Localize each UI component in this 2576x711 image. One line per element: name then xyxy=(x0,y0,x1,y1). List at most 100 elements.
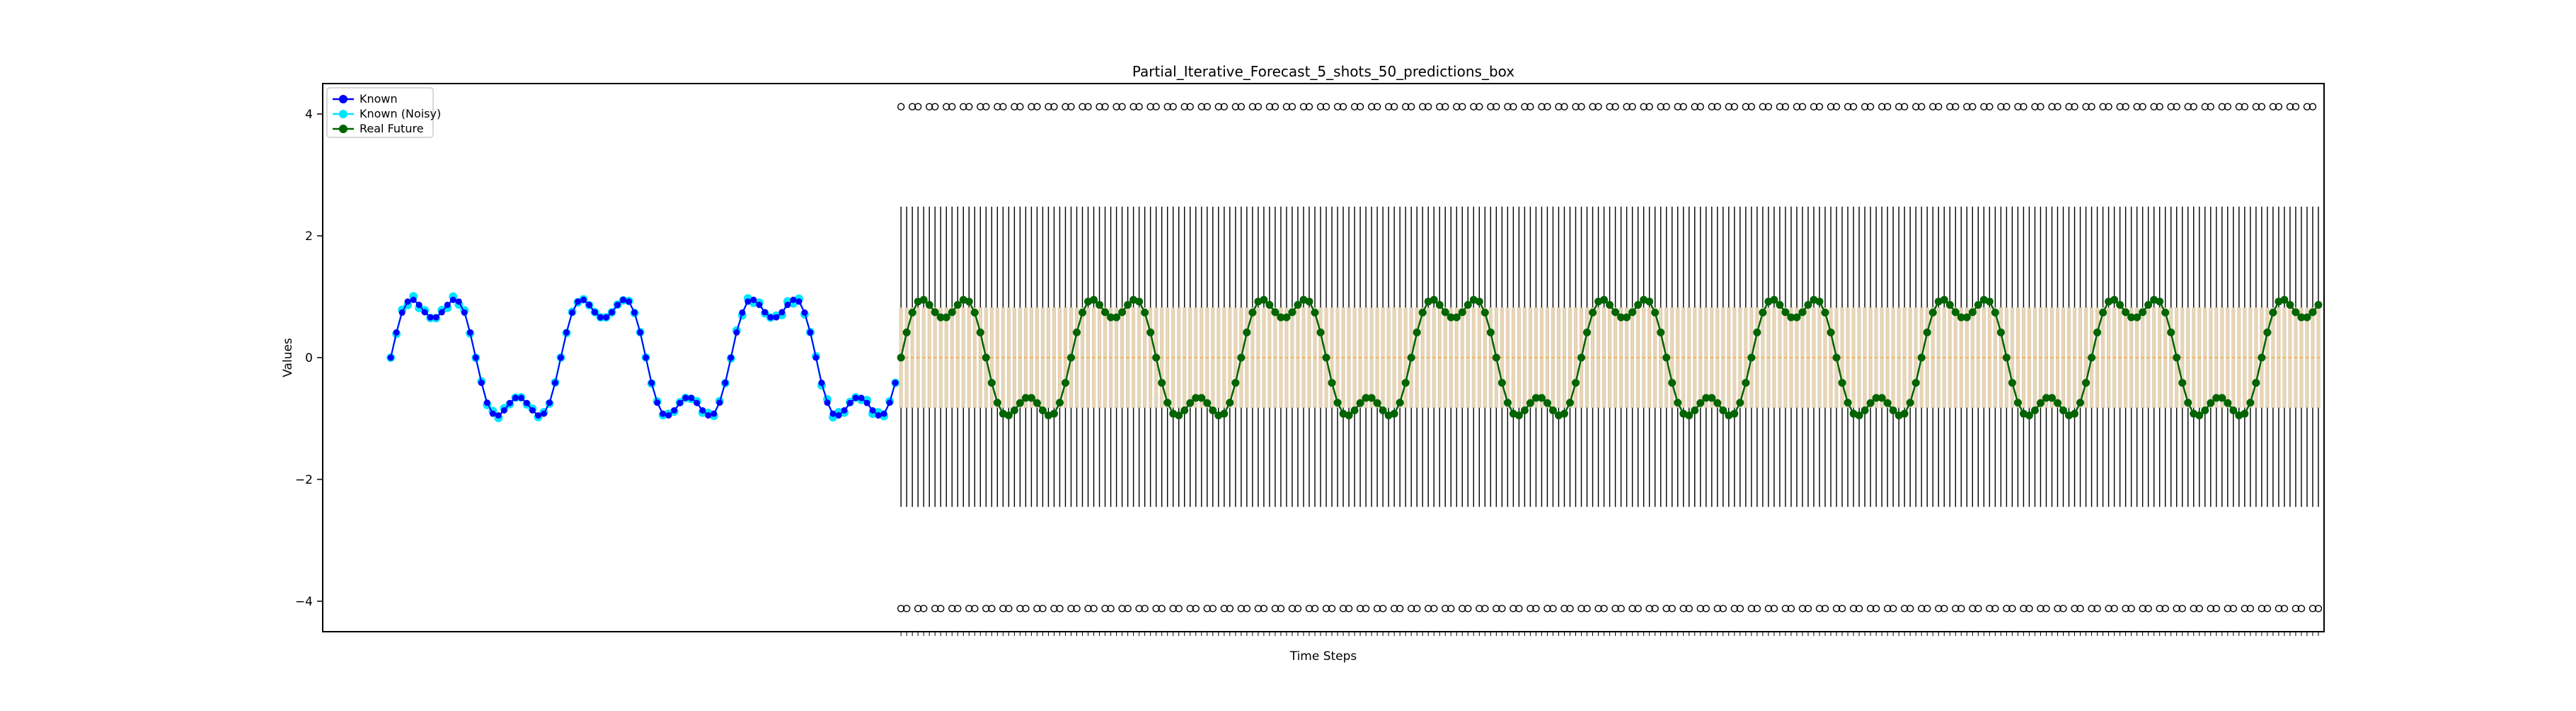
real-future-point xyxy=(2241,409,2249,418)
known-point xyxy=(620,296,627,303)
box-flier xyxy=(920,605,928,613)
box-flier xyxy=(1271,605,1280,613)
real-future-point xyxy=(1226,399,1234,407)
box-flier xyxy=(1986,605,1994,613)
box-flier xyxy=(1543,605,1551,613)
known-point xyxy=(614,302,621,309)
box-flier xyxy=(1510,605,1517,613)
legend-entry-known: Known xyxy=(333,92,398,106)
box-flier xyxy=(926,103,933,110)
real-future-point xyxy=(1486,328,1495,336)
box-flier xyxy=(2173,103,2180,110)
real-future-point xyxy=(2195,411,2204,420)
box-flier xyxy=(1866,103,1875,110)
real-future-point xyxy=(1316,328,1325,336)
box-flier xyxy=(1742,103,1750,110)
real-future-point xyxy=(1475,297,1483,306)
box-flier xyxy=(2246,605,2255,613)
box-flier xyxy=(1872,605,1880,613)
box-flier xyxy=(1152,605,1160,613)
box-flier xyxy=(2082,103,2090,110)
box-flier xyxy=(1883,103,1892,110)
box-flier xyxy=(1084,103,1092,110)
real-future-point xyxy=(1373,399,1381,407)
box-flier xyxy=(1713,605,1721,613)
box-flier xyxy=(1764,103,1773,110)
box-flier xyxy=(1798,605,1807,613)
box-flier xyxy=(2048,103,2056,110)
box-flier xyxy=(2014,103,2022,110)
box-flier xyxy=(1384,103,1393,110)
box-flier xyxy=(1685,605,1693,613)
box-flier xyxy=(1476,103,1483,110)
box-flier xyxy=(1645,605,1653,613)
box-flier xyxy=(1282,103,1291,110)
box-flier xyxy=(2054,103,2062,110)
box-flier xyxy=(1969,605,1977,613)
known-point xyxy=(393,329,400,336)
box-flier xyxy=(1906,605,1914,613)
box-flier xyxy=(2020,605,2028,613)
real-future-point xyxy=(2082,379,2091,387)
real-future-point xyxy=(2013,399,2022,407)
box-flier xyxy=(1322,605,1330,613)
box-flier xyxy=(1050,103,1058,110)
real-future-point xyxy=(1974,301,1982,309)
real-future-point xyxy=(1514,411,1523,420)
real-future-point xyxy=(1832,353,1841,362)
box-flier xyxy=(2139,103,2146,110)
box-flier xyxy=(2269,103,2277,110)
known-point xyxy=(563,329,570,336)
real-future-point xyxy=(919,295,928,304)
known-point xyxy=(557,354,564,361)
real-future-point xyxy=(1146,328,1155,336)
real-future-point xyxy=(1452,313,1461,322)
real-future-point xyxy=(2212,394,2221,402)
box-flier xyxy=(2241,605,2249,613)
known-point xyxy=(540,410,547,417)
known-point xyxy=(631,309,638,316)
real-future-point xyxy=(1294,301,1302,309)
box-flier xyxy=(908,103,916,110)
box-flier xyxy=(1056,605,1064,613)
box-flier xyxy=(1316,103,1325,110)
box-flier xyxy=(1186,605,1194,613)
real-future-point xyxy=(2071,409,2079,418)
box-flier xyxy=(2167,103,2175,110)
real-future-point xyxy=(2144,301,2153,309)
legend-label: Known xyxy=(360,92,398,106)
real-future-point xyxy=(1096,301,1104,309)
real-future-point xyxy=(1333,399,1342,407)
box-flier xyxy=(1793,103,1801,110)
known-point xyxy=(495,412,502,419)
known-point xyxy=(500,406,507,414)
box-flier xyxy=(1073,605,1081,613)
real-future-point xyxy=(1435,301,1444,309)
box-flier xyxy=(1662,605,1670,613)
real-future-point xyxy=(1781,308,1790,317)
box-flier xyxy=(1628,605,1636,613)
known-point xyxy=(597,314,604,321)
real-future-point xyxy=(1073,328,1081,336)
box-flier xyxy=(2190,103,2197,110)
real-future-point xyxy=(2059,406,2067,414)
box-flier xyxy=(1770,605,1778,613)
box-flier xyxy=(1028,103,1035,110)
box-flier xyxy=(1407,605,1415,613)
box-flier xyxy=(2207,103,2214,110)
real-future-point xyxy=(1657,328,1665,336)
box-flier xyxy=(1203,605,1211,613)
real-future-point xyxy=(1838,379,1846,387)
known-point xyxy=(829,410,836,417)
box-flier xyxy=(1294,605,1302,613)
box-flier xyxy=(1498,605,1506,613)
box-flier xyxy=(2008,605,2016,613)
real-future-point xyxy=(1248,308,1257,317)
known-point xyxy=(761,309,769,316)
box-flier xyxy=(1101,605,1109,613)
real-future-point xyxy=(1844,399,1852,407)
real-future-point xyxy=(1827,328,1835,336)
real-future-point xyxy=(1900,409,1909,418)
box-flier xyxy=(1288,103,1296,110)
